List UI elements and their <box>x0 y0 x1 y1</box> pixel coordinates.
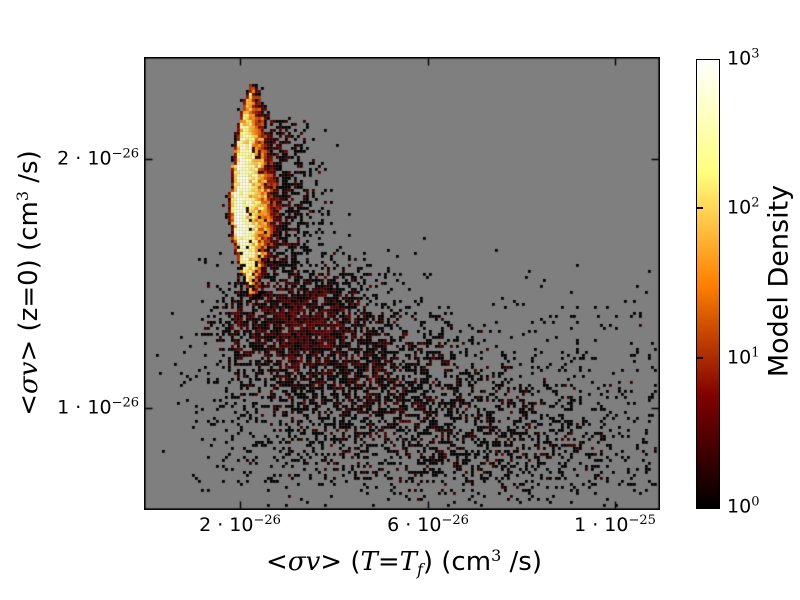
colorbar-tick-label: 100 <box>727 494 760 518</box>
density-scatter-plot-canvas <box>144 57 660 510</box>
colorbar-tick-label: 101 <box>727 345 760 369</box>
sigma-v-symbol: σv <box>287 547 321 577</box>
temperature-symbol: T <box>360 547 378 577</box>
colorbar-tick-mark <box>697 207 703 209</box>
cm-cubed-exponent: 3 <box>491 546 502 566</box>
y-tick-label: 2 · 10−26 <box>57 146 139 170</box>
x-tick-label: 2 · 10−26 <box>199 512 281 536</box>
colorbar-tick-mark <box>697 357 703 359</box>
angle-bracket: < <box>266 547 288 577</box>
colorbar-tick-label: 102 <box>727 195 760 219</box>
x-axis-label: <σv> (T=Tf) (cm3 /s) <box>266 546 542 579</box>
y-axis-label: <σv> (z=0) (cm3 /s) <box>13 150 44 416</box>
x-tick-label: 1 · 10−25 <box>574 512 656 536</box>
sigma-v-symbol: σv <box>14 361 44 394</box>
colorbar-tick-label: 103 <box>727 46 760 70</box>
colorbar-gradient <box>696 59 720 509</box>
temperature-symbol: T <box>399 547 417 577</box>
y-tick-label: 1 · 10−26 <box>57 395 139 419</box>
angle-bracket: < <box>14 393 44 416</box>
cm-cubed-exponent: 3 <box>13 190 33 202</box>
colorbar-label: Model Density <box>763 184 795 378</box>
freezeout-subscript: f <box>416 559 423 579</box>
angle-bracket: > <box>14 339 44 362</box>
x-tick-label: 6 · 10−26 <box>387 512 469 536</box>
angle-bracket: > <box>320 547 343 577</box>
